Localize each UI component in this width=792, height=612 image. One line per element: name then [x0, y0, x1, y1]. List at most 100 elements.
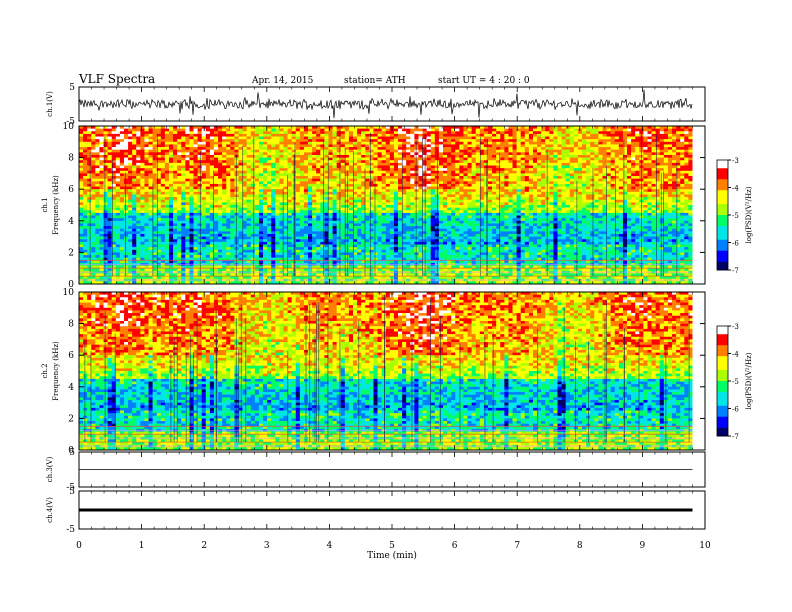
spectrogram-cell [83, 244, 88, 248]
spectrogram-cell [103, 128, 108, 132]
spectrogram-cell [381, 231, 387, 235]
spectrogram-cell [168, 133, 174, 137]
spectrogram-cell [246, 194, 252, 198]
spectrogram-cell [263, 133, 268, 137]
spectrogram-cell [177, 173, 182, 177]
spectrogram-cell [209, 178, 215, 182]
spectrogram-cell [119, 178, 125, 182]
spectrogram-cell [87, 260, 92, 264]
spectrogram-cell [283, 199, 288, 203]
spectrogram-cell [324, 218, 329, 222]
spectrogram-cell [283, 186, 288, 190]
spectrogram-cell [254, 199, 260, 203]
spectrogram-cell [222, 233, 227, 237]
spectrogram-cell [316, 205, 321, 208]
spectrogram-cell [218, 226, 223, 229]
spectrogram-cell [299, 152, 305, 156]
spectrogram-cell [275, 218, 280, 222]
spectrogram-cell [91, 220, 96, 224]
spectrogram-cell [344, 186, 350, 190]
spectrogram-cell [381, 215, 387, 219]
spectrogram-cell [95, 181, 100, 185]
spectrogram-cell [348, 152, 354, 156]
spectrogram-cell [369, 189, 374, 193]
spectrogram-cell [222, 147, 227, 150]
spectrogram-cell [128, 260, 133, 264]
spectrogram-cell [267, 210, 272, 214]
spectrogram-cell [389, 255, 395, 258]
spectrogram-cell [328, 265, 333, 269]
spectrogram-cell [377, 239, 382, 243]
spectrogram-cell [103, 276, 108, 280]
spectrogram-cell [123, 165, 129, 169]
spectrogram-cell [144, 183, 149, 187]
spectrogram-cell [263, 231, 268, 235]
spectrogram-cell [99, 139, 104, 143]
spectrogram-cell [79, 255, 84, 258]
spectrogram-cell [279, 255, 284, 258]
spectrogram-cell [205, 210, 211, 214]
spectrogram-cell [328, 186, 333, 190]
spectrogram-cell [303, 173, 309, 177]
spectrogram-cell [389, 139, 395, 143]
spectrogram-cell [107, 191, 113, 195]
spectrogram-cell [303, 226, 309, 229]
spectrogram-cell [140, 205, 145, 208]
spectrogram-cell [332, 220, 337, 224]
spectrogram-cell [128, 247, 133, 251]
spectrogram-cell [406, 220, 411, 224]
spectrogram-cell [209, 168, 215, 172]
spectrogram-cell [254, 178, 260, 182]
spectrogram-cell [222, 189, 227, 193]
spectrogram-cell [263, 215, 268, 219]
spectrogram-cell [99, 199, 104, 203]
spectrogram-cell [340, 276, 346, 280]
spectrogram-cell [177, 252, 182, 256]
spectrogram-cell [160, 149, 166, 153]
spectrogram-cell [123, 233, 129, 237]
spectrogram-cell [79, 170, 84, 174]
spectrogram-cell [209, 157, 215, 161]
spectrogram-cell [128, 199, 133, 203]
spectrogram-cell [152, 189, 158, 193]
spectrogram-cell [197, 207, 202, 211]
spectrogram-cell [393, 126, 399, 129]
spectrogram-cell [189, 147, 194, 150]
spectrogram-cell [299, 136, 305, 140]
spectrogram-cell [275, 191, 280, 195]
spectrogram-cell [91, 252, 96, 256]
spectrogram-cell [283, 154, 288, 158]
spectrogram-cell [336, 249, 342, 253]
spectrogram-cell [111, 241, 117, 245]
spectrogram-cell [205, 273, 211, 277]
spectrogram-cell [320, 255, 325, 258]
spectrogram-cell [230, 152, 235, 156]
spectrogram-cell [230, 268, 235, 272]
spectrogram-cell [283, 205, 288, 208]
spectrogram-cell [160, 168, 166, 172]
spectrogram-cell [279, 268, 284, 272]
spectrogram-cell [402, 205, 407, 208]
spectrogram-cell [385, 131, 391, 135]
spectrogram-cell [316, 170, 321, 174]
spectrogram-cell [173, 210, 178, 214]
spectrogram-cell [193, 226, 198, 229]
spectrogram-cell [99, 218, 104, 222]
spectrogram-cell [258, 239, 264, 243]
spectrogram-cell [156, 141, 162, 145]
spectrogram-cell [152, 191, 158, 195]
spectrogram-cell [353, 226, 358, 229]
spectrogram-cell [398, 257, 403, 261]
spectrogram-cell [312, 210, 317, 214]
spectrogram-cell [87, 141, 92, 145]
spectrogram-cell [348, 276, 354, 280]
spectrogram-cell [226, 149, 231, 153]
spectrogram-cell [254, 205, 260, 208]
spectrogram-cell [119, 133, 125, 137]
spectrogram-cell [258, 147, 264, 150]
spectrogram-cell [193, 197, 198, 201]
spectrogram-cell [348, 160, 354, 164]
spectrogram-cell [348, 141, 354, 145]
spectrogram-cell [160, 178, 166, 182]
spectrogram-cell [393, 268, 399, 272]
